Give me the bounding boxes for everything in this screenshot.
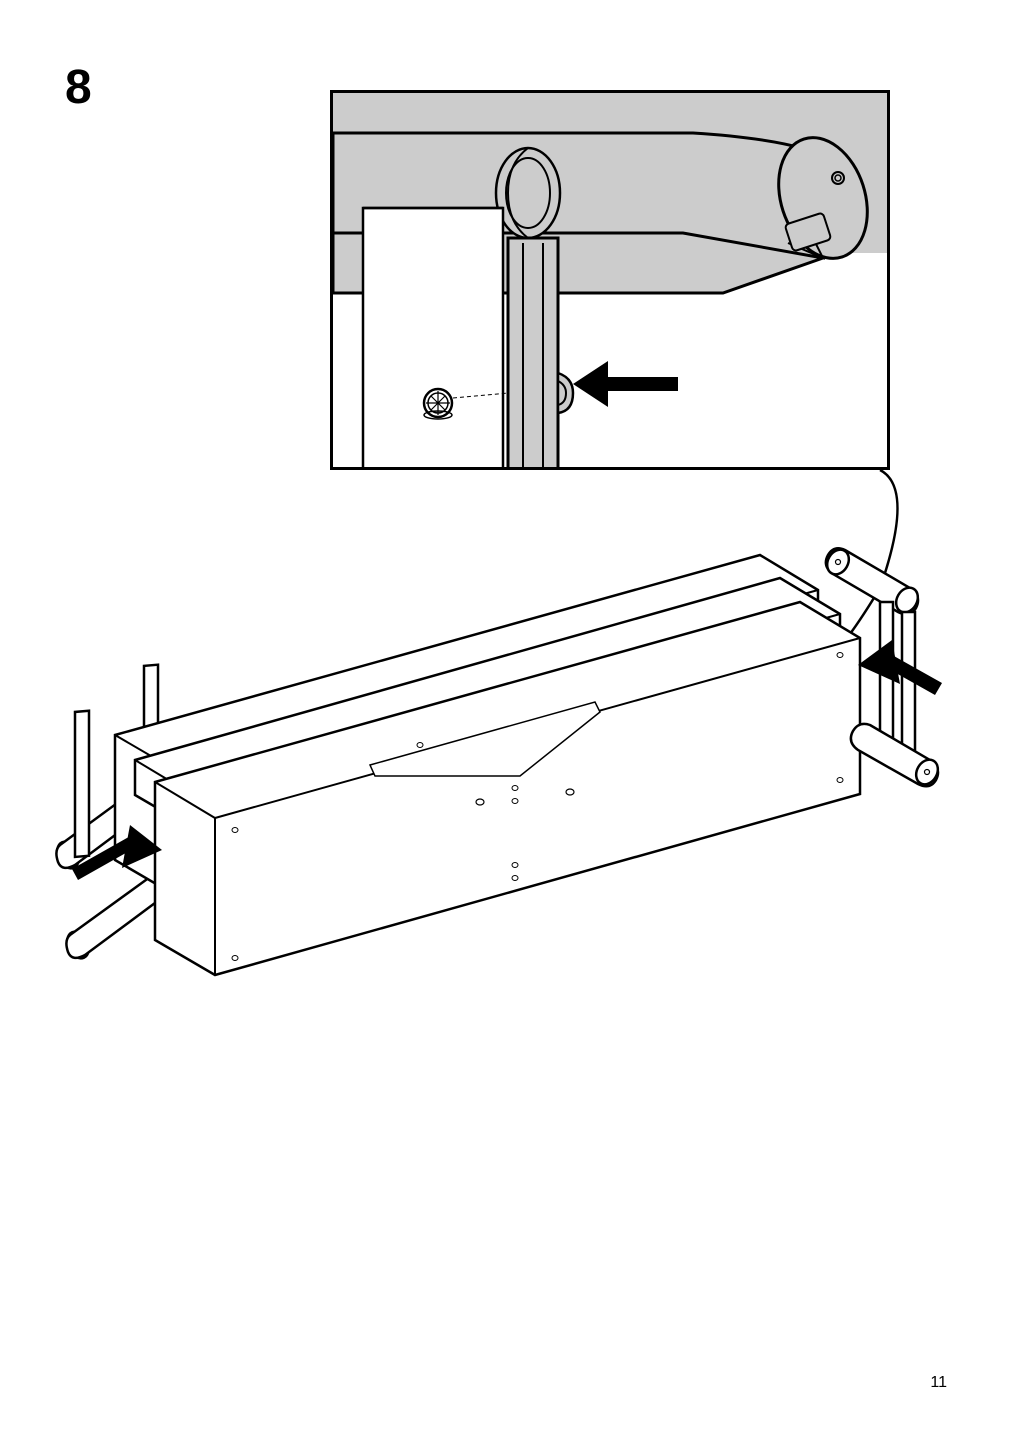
step-number: 8: [65, 60, 92, 115]
detail-callout-box: [330, 90, 890, 470]
arrow-right-inward: [858, 640, 942, 695]
main-assembly-diagram: [40, 520, 960, 980]
instruction-page: 8: [0, 0, 1012, 1432]
detail-diagram: [333, 93, 890, 470]
direction-arrow-left: [573, 361, 678, 407]
page-number: 11: [930, 1374, 947, 1392]
